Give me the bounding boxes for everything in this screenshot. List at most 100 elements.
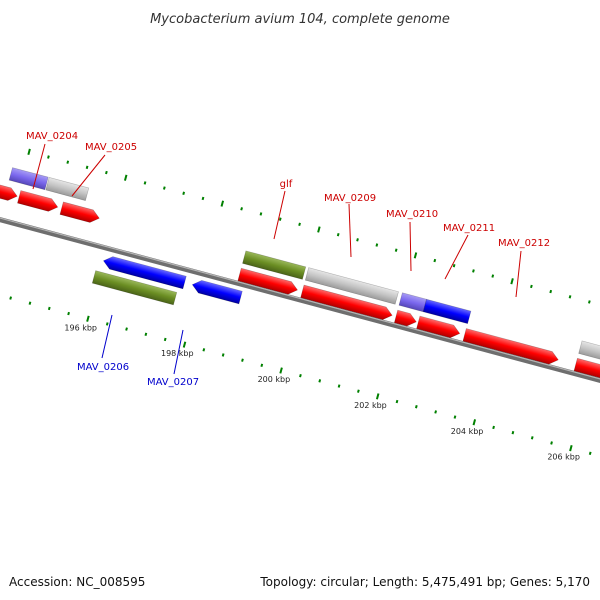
tick-mark: [588, 451, 592, 456]
tick-mark: [472, 419, 477, 426]
callout-lines: [32, 143, 522, 375]
tick-mark: [182, 191, 186, 195]
map-title: Mycobacterium avium 104, complete genome: [150, 12, 450, 27]
scale-labels: 196 kbp 198 kbp 200 kbp 202 kbp 204 kbp …: [64, 323, 580, 462]
gene-mav0205-grey[interactable]: [45, 177, 90, 201]
tick-mark: [241, 358, 244, 362]
tick-mark: [472, 269, 475, 273]
tick-mark: [28, 301, 32, 305]
tick-mark: [318, 379, 322, 383]
tick-mark: [299, 373, 302, 378]
tick-mark: [337, 384, 341, 388]
gene-label-glf[interactable]: glf: [280, 179, 293, 190]
gene-mav0206-green[interactable]: [91, 270, 178, 306]
gene-mav0209-grey[interactable]: [304, 267, 399, 305]
tick-mark: [434, 410, 438, 414]
scale-label-200: 200 kbp: [258, 375, 291, 384]
tick-mark: [568, 295, 572, 299]
tick-mark: [433, 258, 437, 263]
topology-summary: Topology: circular; Length: 5,475,491 bp…: [259, 575, 590, 589]
cds-arrow[interactable]: [59, 201, 101, 225]
tick-mark: [278, 217, 282, 221]
gene-mav0204-purple[interactable]: [8, 167, 49, 191]
tick-mark: [105, 170, 108, 175]
tick-mark: [67, 311, 70, 316]
gene-label-mav0205[interactable]: MAV_0205: [85, 142, 137, 153]
gene-label-mav0209[interactable]: MAV_0209: [324, 193, 376, 204]
tick-mark: [125, 327, 128, 331]
gene-label-mav0211[interactable]: MAV_0211: [443, 223, 495, 234]
tick-mark: [240, 207, 243, 211]
tick-mark: [182, 341, 187, 348]
callout-mav0212: [515, 250, 522, 298]
cds-arrow[interactable]: [17, 190, 59, 214]
tick-mark: [413, 252, 418, 259]
cds-arrow[interactable]: [0, 181, 19, 202]
callout-mav0207: [173, 329, 184, 375]
backbone-highlight: [0, 209, 600, 388]
tick-mark: [221, 353, 225, 357]
tick-mark: [491, 274, 495, 278]
tick-mark: [357, 389, 360, 393]
tick-mark: [550, 441, 553, 445]
cds-arrow[interactable]: [300, 284, 394, 322]
tick-mark: [85, 165, 89, 170]
tick-marks: [9, 148, 592, 456]
tick-mark: [356, 238, 359, 242]
tick-mark: [375, 393, 380, 400]
tick-mark: [510, 278, 514, 285]
tick-mark: [375, 243, 379, 247]
tick-mark: [144, 332, 148, 336]
tick-mark: [587, 300, 591, 304]
tick-mark: [260, 363, 264, 368]
tick-mark: [395, 399, 399, 404]
scale-label-206: 206 kbp: [547, 453, 580, 462]
accession-text: Accession: NC_008595: [9, 575, 145, 589]
tick-mark: [66, 160, 70, 164]
tick-mark: [9, 296, 13, 300]
gene-label-mav0207[interactable]: MAV_0207: [147, 377, 199, 388]
tick-mark: [202, 348, 206, 352]
tick-mark: [336, 232, 340, 237]
tick-mark: [47, 306, 51, 311]
gene-label-mav0206[interactable]: MAV_0206: [77, 362, 129, 373]
genome-track: 196 kbp 198 kbp 200 kbp 202 kbp 204 kbp …: [0, 148, 600, 462]
feature-track: [0, 167, 600, 385]
scale-label-202: 202 kbp: [354, 401, 387, 410]
cds-arrow[interactable]: [462, 328, 560, 367]
tick-mark: [123, 174, 128, 181]
gene-mav0210-blue[interactable]: [422, 298, 472, 325]
gene-mav0210-purple[interactable]: [398, 292, 427, 313]
gene-glf-green[interactable]: [242, 250, 307, 280]
tick-mark: [163, 337, 167, 342]
gene-label-mav0210[interactable]: MAV_0210: [386, 209, 438, 220]
tick-mark: [530, 436, 534, 440]
gene-mav0207-blue[interactable]: [191, 278, 243, 305]
tick-mark: [317, 226, 321, 233]
backbone-line: [0, 209, 600, 391]
tick-mark: [530, 284, 533, 289]
tick-mark: [220, 200, 225, 207]
tick-mark: [27, 148, 31, 155]
tick-mark: [86, 315, 90, 322]
gene-right-grey[interactable]: [578, 340, 600, 366]
cds-arrow[interactable]: [416, 315, 462, 340]
callout-glf: [273, 190, 286, 240]
gene-mav0206-blue[interactable]: [102, 255, 187, 290]
tick-mark: [511, 430, 515, 435]
tick-mark: [162, 186, 166, 190]
cds-arrow[interactable]: [393, 309, 418, 328]
scale-label-204: 204 kbp: [451, 427, 484, 436]
cds-arrow[interactable]: [237, 267, 299, 296]
gene-label-mav0204[interactable]: MAV_0204: [26, 131, 78, 142]
callout-mav0206: [101, 314, 113, 359]
scale-label-198: 198 kbp: [161, 349, 194, 358]
cds-arrow[interactable]: [573, 357, 600, 385]
gene-label-mav0212[interactable]: MAV_0212: [498, 238, 550, 249]
tick-mark: [298, 222, 301, 227]
tick-mark: [279, 367, 283, 374]
tick-mark: [452, 264, 456, 268]
callout-mav0209: [348, 203, 352, 258]
callout-mav0210: [409, 221, 412, 272]
